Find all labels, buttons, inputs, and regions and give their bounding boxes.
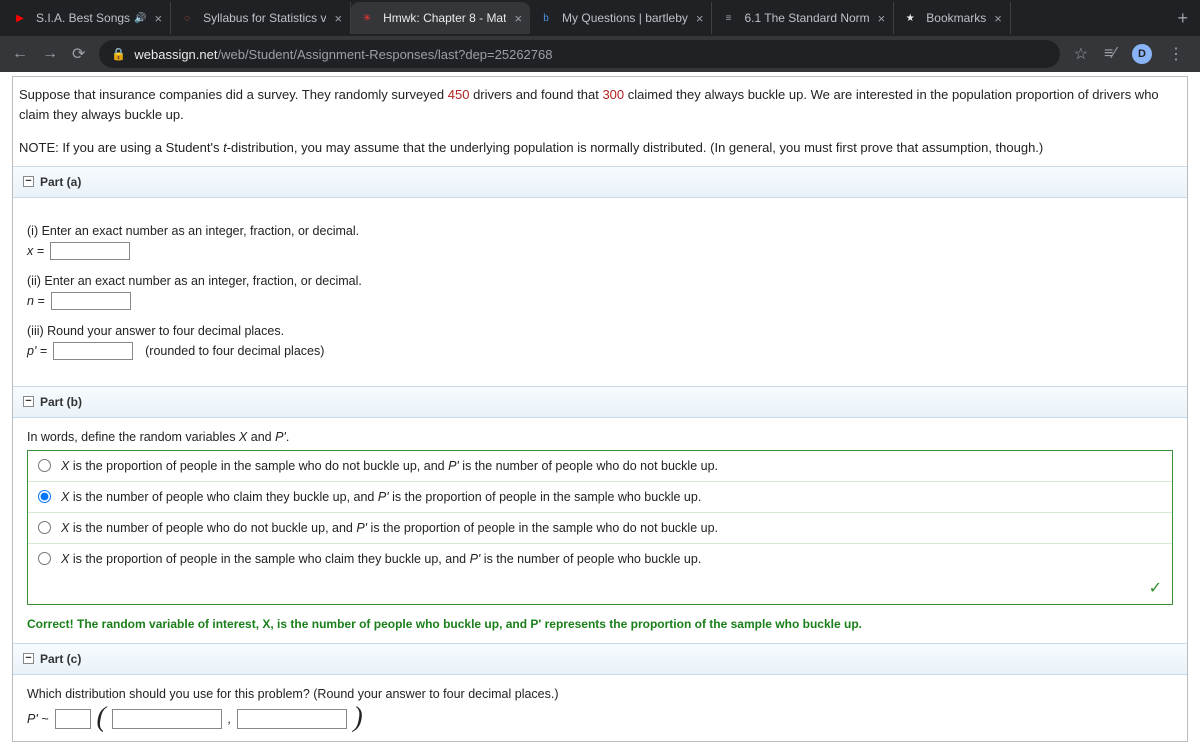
tab-title: Bookmarks xyxy=(926,11,986,25)
browser-chrome: ▶ S.I.A. Best Songs 🔊 × ◌ Syllabus for Statis… xyxy=(0,0,1200,72)
new-tab-button[interactable]: + xyxy=(1165,8,1200,29)
part-c-label: Part (c) xyxy=(40,652,81,666)
reading-list-icon[interactable]: ≡⁄ xyxy=(1104,45,1116,63)
browser-tab[interactable]: ≡ 6.1 The Standard Norm × xyxy=(712,2,894,34)
tab-close-icon[interactable]: × xyxy=(514,11,522,26)
mc-option-text: X is the proportion of people in the sam… xyxy=(61,552,701,566)
lock-icon: 🔒 xyxy=(111,47,126,61)
correct-check-icon: ✓ xyxy=(28,574,1172,604)
comma: , xyxy=(228,712,231,726)
tab-favicon: ★ xyxy=(902,10,918,26)
tab-close-icon[interactable]: × xyxy=(155,11,163,26)
tab-close-icon[interactable]: × xyxy=(334,11,342,26)
url-host: webassign.net xyxy=(134,47,217,62)
tab-favicon: ▶ xyxy=(12,10,28,26)
multiple-choice-box: X is the proportion of people in the sam… xyxy=(27,450,1173,605)
part-c-param1-input[interactable] xyxy=(112,709,222,729)
correct-message: Correct! The random variable of interest… xyxy=(27,617,1173,631)
tab-title: My Questions | bartleby xyxy=(562,11,688,25)
star-icon[interactable]: ☆ xyxy=(1074,44,1088,64)
part-b-body: In words, define the random variables X … xyxy=(13,418,1187,643)
part-c-header[interactable]: − Part (c) xyxy=(13,643,1187,675)
close-paren: ) xyxy=(353,710,362,727)
tab-title: 6.1 The Standard Norm xyxy=(744,11,869,25)
part-c-label-text: P' ~ xyxy=(27,712,49,726)
url-path: /web/Student/Assignment-Responses/last?d… xyxy=(217,47,552,62)
page-content: Suppose that insurance companies did a s… xyxy=(0,72,1200,750)
part-c-prompt: Which distribution should you use for th… xyxy=(27,687,1173,701)
collapse-icon[interactable]: − xyxy=(23,176,34,187)
open-paren: ( xyxy=(97,710,106,727)
mc-option-text: X is the number of people who do not buc… xyxy=(61,521,718,535)
mc-radio[interactable] xyxy=(38,459,51,472)
back-button[interactable]: ← xyxy=(12,45,28,63)
intro-number-2: 300 xyxy=(602,87,624,102)
part-a-i-prompt: (i) Enter an exact number as an integer,… xyxy=(27,224,1173,238)
part-a-iii-label: p' = xyxy=(27,344,47,358)
mc-option[interactable]: X is the proportion of people in the sam… xyxy=(28,451,1172,482)
profile-avatar[interactable]: D xyxy=(1132,44,1152,64)
tab-close-icon[interactable]: × xyxy=(994,11,1002,26)
tab-title: Hmwk: Chapter 8 - Mat xyxy=(383,11,506,25)
mc-option-text: X is the number of people who claim they… xyxy=(61,490,701,504)
tab-title: Syllabus for Statistics v xyxy=(203,11,326,25)
url-field[interactable]: 🔒 webassign.net/web/Student/Assignment-R… xyxy=(99,40,1059,68)
part-b-header[interactable]: − Part (b) xyxy=(13,386,1187,418)
tab-bar: ▶ S.I.A. Best Songs 🔊 × ◌ Syllabus for Statis… xyxy=(0,0,1200,36)
browser-tab[interactable]: ★ Bookmarks × xyxy=(894,2,1011,34)
browser-tab[interactable]: ◌ Syllabus for Statistics v × xyxy=(171,2,351,34)
collapse-icon[interactable]: − xyxy=(23,396,34,407)
part-a-header[interactable]: − Part (a) xyxy=(13,166,1187,198)
part-c-dist-input[interactable] xyxy=(55,709,91,729)
mc-radio[interactable] xyxy=(38,490,51,503)
part-c-body: Which distribution should you use for th… xyxy=(13,675,1187,741)
mc-option[interactable]: X is the proportion of people in the sam… xyxy=(28,544,1172,574)
part-a-iii-input[interactable] xyxy=(53,342,133,360)
collapse-icon[interactable]: − xyxy=(23,653,34,664)
mc-radio[interactable] xyxy=(38,552,51,565)
question-intro: Suppose that insurance companies did a s… xyxy=(13,77,1187,166)
part-a-i-label: x = xyxy=(27,244,44,258)
intro-number-1: 450 xyxy=(448,87,470,102)
part-a-ii-prompt: (ii) Enter an exact number as an integer… xyxy=(27,274,1173,288)
mc-option[interactable]: X is the number of people who do not buc… xyxy=(28,513,1172,544)
audio-icon[interactable]: 🔊 xyxy=(134,13,146,24)
part-a-i-input[interactable] xyxy=(50,242,130,260)
part-a-body: (i) Enter an exact number as an integer,… xyxy=(13,198,1187,386)
question-box: Suppose that insurance companies did a s… xyxy=(12,76,1188,742)
mc-option[interactable]: X is the number of people who claim they… xyxy=(28,482,1172,513)
part-c-param2-input[interactable] xyxy=(237,709,347,729)
tab-close-icon[interactable]: × xyxy=(878,11,886,26)
tab-title: S.I.A. Best Songs xyxy=(36,11,130,25)
intro-text: Suppose that insurance companies did a s… xyxy=(19,87,448,102)
browser-tab[interactable]: ▶ S.I.A. Best Songs 🔊 × xyxy=(4,2,171,34)
part-b-label: Part (b) xyxy=(40,395,82,409)
forward-button[interactable]: → xyxy=(42,45,58,63)
browser-tab[interactable]: ✳ Hmwk: Chapter 8 - Mat × xyxy=(351,2,530,34)
browser-tab[interactable]: b My Questions | bartleby × xyxy=(530,2,712,34)
mc-option-text: X is the proportion of people in the sam… xyxy=(61,459,718,473)
part-a-iii-note: (rounded to four decimal places) xyxy=(145,344,324,358)
mc-radio[interactable] xyxy=(38,521,51,534)
address-bar: ← → ⟳ 🔒 webassign.net/web/Student/Assign… xyxy=(0,36,1200,72)
tab-favicon: b xyxy=(538,10,554,26)
part-a-label: Part (a) xyxy=(40,175,81,189)
part-a-ii-label: n = xyxy=(27,294,45,308)
menu-icon[interactable]: ⋮ xyxy=(1168,44,1184,64)
part-a-ii-input[interactable] xyxy=(51,292,131,310)
tab-close-icon[interactable]: × xyxy=(696,11,704,26)
part-a-iii-prompt: (iii) Round your answer to four decimal … xyxy=(27,324,1173,338)
tab-favicon: ✳ xyxy=(359,10,375,26)
tab-favicon: ≡ xyxy=(720,10,736,26)
reload-button[interactable]: ⟳ xyxy=(72,44,85,64)
tab-favicon: ◌ xyxy=(179,10,195,26)
